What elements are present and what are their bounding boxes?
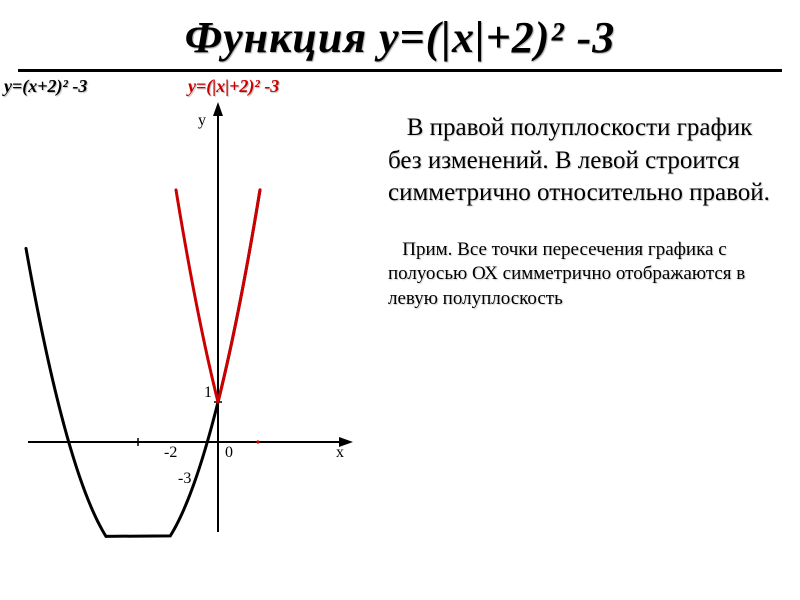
y-axis-label: y xyxy=(198,112,206,130)
content-row: y=(x+2)² -3 y=(|x|+2)² -3 y x 1 0 -2 -3 … xyxy=(0,82,800,562)
note-text: Прим. Все точки пересечения графика с по… xyxy=(388,238,782,312)
x-axis-label: x xyxy=(336,444,344,462)
chart-panel: y=(x+2)² -3 y=(|x|+2)² -3 y x 1 0 -2 -3 xyxy=(18,82,378,562)
tick-neg3: -3 xyxy=(178,470,191,488)
tick-1: 1 xyxy=(204,384,212,402)
tick-0: 0 xyxy=(225,444,233,462)
tick-neg2: -2 xyxy=(164,444,177,462)
page-title: Функция y=(|x|+2)² -3 xyxy=(18,0,782,72)
description-text: В правой полуплоскости график без измене… xyxy=(388,112,782,210)
text-panel: В правой полуплоскости график без измене… xyxy=(388,82,782,562)
chart-svg xyxy=(18,82,378,542)
